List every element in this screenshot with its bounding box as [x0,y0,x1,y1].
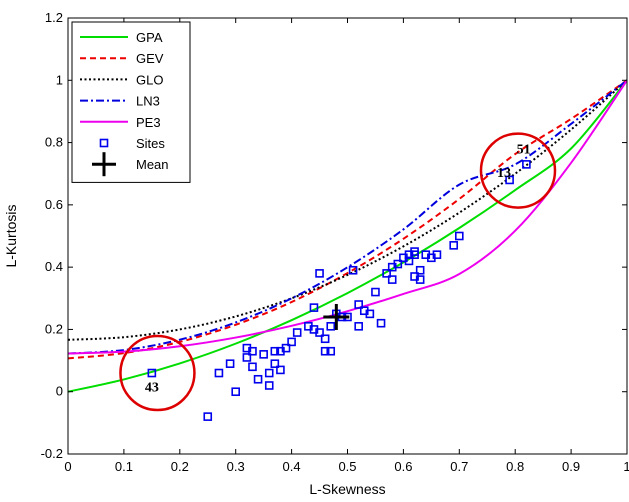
site-marker [214,368,224,378]
y-axis-label: L-Kurtosis [3,204,19,267]
x-tick-label: 0.4 [283,459,301,474]
legend-label: Sites [136,136,165,151]
site-marker [410,247,419,256]
site-marker [315,269,324,278]
y-tick-label: -0.2 [41,446,63,461]
highlight-circle [119,334,196,412]
y-tick-label: 0.8 [45,135,63,150]
x-tick-label: 0.6 [394,459,412,474]
mean-marker [323,303,350,330]
site-marker [449,241,459,250]
y-tick-label: 0.4 [45,259,63,274]
site-marker [432,250,442,259]
site-marker [270,346,280,356]
x-tick-label: 0.5 [338,459,356,474]
x-axis-label: L-Skewness [309,481,385,497]
site-marker [231,387,240,397]
site-annotation: 13 [497,166,511,181]
ticks-layer: 0 0.1 0.2 0.3 0.4 0.5 0.6 0.7 0.8 0.9 1-0.200.20.4… [41,10,629,474]
site-marker [248,362,257,372]
x-tick-label: 1 [623,459,629,474]
y-tick-label: 0.2 [45,321,63,336]
legend-label: GEV [136,51,164,66]
site-marker [376,318,386,328]
site-marker [253,374,263,384]
legend-box [71,21,191,183]
site-marker [320,334,330,344]
legend-label: Mean [136,157,169,172]
site-marker [309,303,319,312]
highlight-circle [479,132,557,209]
site-marker [354,322,363,331]
legend-swatch-mean [92,152,116,177]
site-marker [276,365,285,375]
x-tick-label: 0 [64,459,71,474]
site-marker [454,231,464,241]
site-marker [292,328,302,337]
legend-label: GPA [136,30,163,45]
annotations-layer: 43 13 51 [145,142,531,395]
x-tick-label: 0.1 [115,459,133,474]
x-tick-label: 0.2 [171,459,189,474]
site-marker [415,275,425,284]
site-annotation: 43 [145,381,159,396]
site-marker [326,322,336,331]
series-line-glo [68,79,627,341]
y-tick-label: 0.6 [45,197,63,212]
site-marker [264,368,274,378]
legend-label: GLO [136,72,163,87]
site-marker [404,256,414,266]
site-marker [259,350,268,359]
site-marker [248,346,257,356]
site-marker [225,359,235,368]
site-marker [505,175,514,185]
legend-label: LN3 [136,94,160,109]
y-tick-label: 0 [56,384,63,399]
site-marker [264,381,274,390]
site-marker [522,160,531,169]
site-marker [415,265,425,275]
site-marker [326,346,336,356]
x-tick-label: 0.8 [506,459,524,474]
site-marker [320,346,330,356]
site-marker [242,353,252,362]
legend: GPA GEV GLO LN3 PE3 Sites Mean [71,21,191,183]
y-tick-label: 1 [56,72,63,87]
series-line-ln3 [68,79,627,355]
series-line-gpa [68,79,627,393]
site-marker [354,300,363,309]
site-marker [270,359,280,368]
y-tick-label: 1.2 [45,10,63,25]
site-marker [281,343,291,353]
x-tick-label: 0.3 [227,459,245,474]
site-marker [287,337,296,347]
site-marker [365,309,375,319]
legend-swatch-sites [99,138,109,148]
site-marker [387,275,397,284]
site-annotation: 51 [517,142,531,157]
site-marker [203,412,213,421]
site-marker [393,259,403,269]
site-marker [382,269,391,278]
legend-label: PE3 [136,115,161,130]
sites-layer [147,160,531,421]
x-tick-label: 0.9 [562,459,580,474]
x-tick-label: 0.7 [450,459,468,474]
site-marker [315,328,324,337]
site-marker [348,265,358,275]
site-marker [371,287,380,297]
site-marker [147,368,157,378]
circles-layer [119,132,557,412]
